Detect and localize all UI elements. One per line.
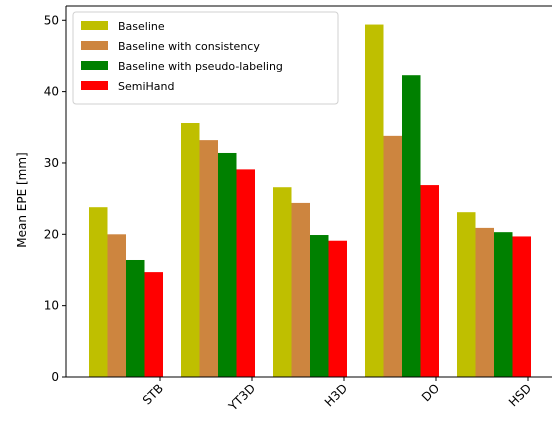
bar-h3d-2 xyxy=(291,202,310,377)
x-tick-label-do: DO xyxy=(419,381,442,404)
y-tick-label-30: 30 xyxy=(44,156,59,170)
legend-label-3: Baseline with pseudo-labeling xyxy=(118,60,283,73)
bar-h3d-3 xyxy=(310,235,329,377)
y-tick-label-50: 50 xyxy=(44,13,59,27)
bar-stb-4 xyxy=(144,272,163,377)
y-axis: 0 10 20 30 40 50 xyxy=(44,6,67,384)
y-tick-label-20: 20 xyxy=(44,227,59,241)
legend-box xyxy=(72,11,339,105)
legend-label-4: SemiHand xyxy=(118,80,175,93)
legend-swatch-1 xyxy=(81,21,108,30)
bar-do-2 xyxy=(383,135,402,377)
bar-stb-3 xyxy=(126,259,145,377)
y-axis-label: Mean EPE [mm] xyxy=(15,152,29,247)
legend: Baseline Baseline with consistency Baselin… xyxy=(72,11,339,105)
bar-h3d-1 xyxy=(273,187,292,377)
bar-yt3d-2 xyxy=(199,140,218,377)
bar-yt3d-4 xyxy=(236,169,255,377)
y-tick-label-0: 0 xyxy=(51,370,59,384)
x-tick-label-stb: STB xyxy=(140,381,166,407)
bar-hsd-4 xyxy=(512,236,531,377)
bar-hsd-3 xyxy=(494,232,513,377)
bar-hsd-2 xyxy=(475,227,494,377)
y-tick-label-40: 40 xyxy=(44,85,59,99)
bar-do-1 xyxy=(365,24,384,378)
legend-swatch-2 xyxy=(81,41,108,50)
bar-yt3d-1 xyxy=(181,123,200,377)
legend-swatch-4 xyxy=(81,81,108,90)
x-tick-label-yt3d: YT3D xyxy=(225,381,258,414)
bar-stb-1 xyxy=(89,207,108,377)
x-tick-label-hsd: HSD xyxy=(506,381,534,409)
y-tick-label-10: 10 xyxy=(44,299,59,313)
bar-stb-2 xyxy=(107,234,126,377)
legend-label-2: Baseline with consistency xyxy=(118,40,260,53)
bars-group xyxy=(89,24,531,378)
legend-label-1: Baseline xyxy=(118,20,165,33)
bar-hsd-1 xyxy=(457,212,476,377)
bar-yt3d-3 xyxy=(218,152,237,377)
legend-swatch-3 xyxy=(81,61,108,70)
bar-do-4 xyxy=(420,185,439,377)
bar-h3d-4 xyxy=(328,240,347,377)
x-tick-label-h3d: H3D xyxy=(322,381,350,409)
bar-do-3 xyxy=(402,75,421,377)
